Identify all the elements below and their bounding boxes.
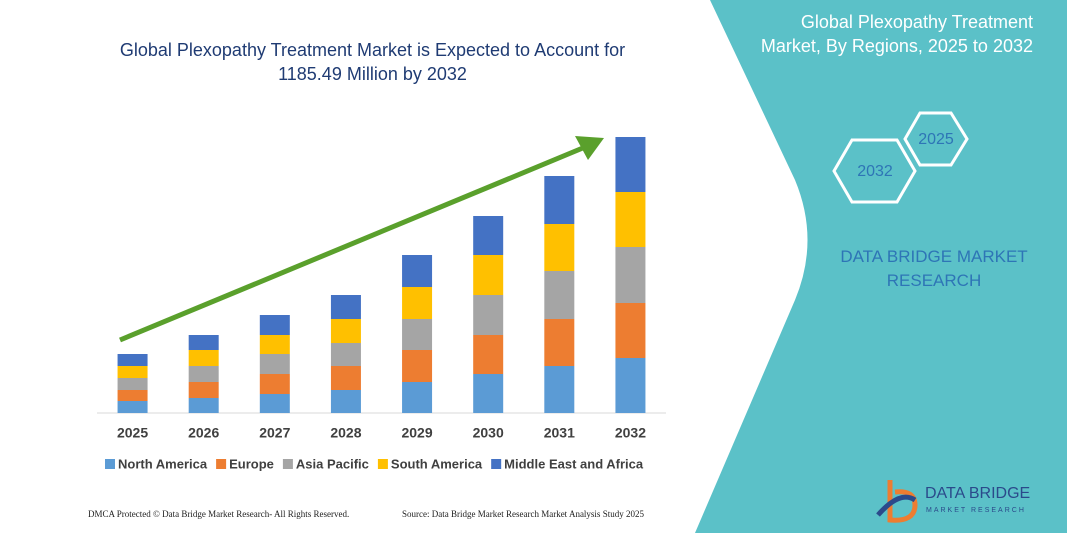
bar-segment [544,176,575,224]
legend-label: North America [118,456,208,471]
bar-segment [473,216,504,255]
bar-segment [330,319,361,343]
x-tick-label: 2028 [330,425,361,441]
brand: DATA BRIDGE MARKET RESEARCH [840,247,1028,290]
legend-swatch [491,459,502,469]
legend-swatch [377,459,388,469]
x-tick-label: 2025 [117,425,148,441]
legend-label: South America [391,456,483,471]
bar-segment [330,295,361,319]
bar-segment [402,319,433,350]
hexagon [903,111,969,167]
bar-segment [188,366,219,382]
x-tick-label: 2027 [259,425,290,441]
bar-segment [117,378,148,390]
x-tick-label: 2030 [473,425,504,441]
bar-segment [259,335,290,354]
hex-label: 2025 [918,131,954,148]
trend-arrow [119,142,591,343]
bar-segment [330,343,361,366]
bar-segment [259,394,290,413]
x-tick-label: 2032 [615,425,646,441]
hexagon [832,138,917,204]
bar-segment [402,350,433,382]
bar-segment [188,382,219,398]
logo-icon [887,480,918,523]
bar-segment [330,366,361,390]
bar-segment [615,247,646,303]
bar-segment [473,335,504,374]
x-tick-label: 2026 [188,425,219,441]
bar-segment [615,137,646,192]
bar-segment [188,350,219,366]
bar-segment [402,255,433,287]
footer-right: Source: Data Bridge Market Research Mark… [402,509,644,519]
bar-segment [259,315,290,335]
panel-title: Global Plexopathy Treatment Market, By R… [760,12,1033,56]
x-tick-label: 2031 [544,425,575,441]
bar-segment [473,295,504,335]
legend-label: Europe [229,456,274,471]
bar-segment [615,303,646,358]
legend-swatch [282,459,293,469]
bar-segment [117,401,148,413]
bar-segment [544,366,575,413]
bar-segment [402,382,433,413]
hex-label: 2032 [857,163,893,180]
logo-icon [876,494,917,517]
footer-left: DMCA Protected © Data Bridge Market Rese… [88,509,349,519]
bar-segment [615,358,646,413]
bar-segment [117,390,148,401]
side-panel [695,0,1067,533]
bar-segment [615,192,646,247]
x-tick-label: 2029 [401,425,432,441]
legend-label: Asia Pacific [296,456,369,471]
bar-segment [117,366,148,378]
bar-segment [544,271,575,319]
logo-name: DATA BRIDGE [925,485,1030,502]
legend-swatch [216,459,227,469]
bar-segment [544,224,575,271]
chart-title: Global Plexopathy Treatment Market is Ex… [119,40,626,84]
arrow-head [575,136,604,160]
bar-segment [188,398,219,413]
bar-segment [544,319,575,366]
bar-segment [259,354,290,374]
bar-segment [473,255,504,295]
logo-tagline: MARKET RESEARCH [926,507,1026,514]
bar-segment [259,374,290,394]
bar-segment [330,390,361,413]
legend-swatch [105,459,115,469]
bar-segment [117,354,148,366]
bar-segment [188,335,219,350]
legend-label: Middle East and Africa [504,456,644,471]
bar-segment [402,287,433,319]
bar-segment [473,374,504,413]
